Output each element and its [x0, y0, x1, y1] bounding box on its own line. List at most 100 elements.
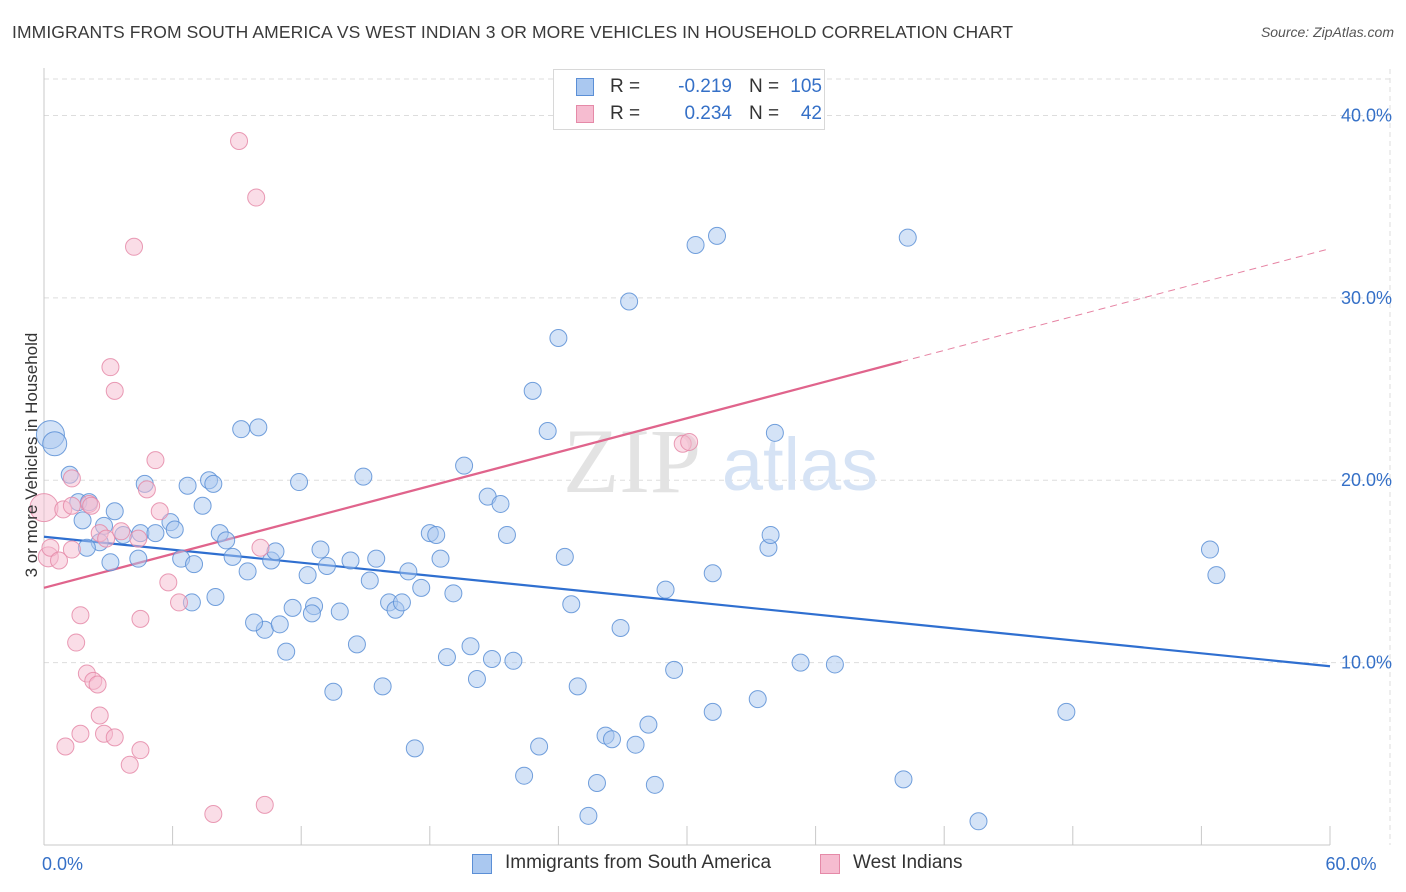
west-indian-point: [159, 573, 178, 592]
south-america-point: [330, 602, 349, 621]
west-indian-point: [131, 741, 150, 760]
south-america-point: [491, 494, 510, 513]
south-america-point: [611, 618, 630, 637]
west-indian-point: [204, 804, 223, 823]
south-america-point: [455, 456, 474, 475]
r-label: R =: [610, 103, 641, 124]
west-indian-point: [97, 529, 116, 548]
west-indian-point: [67, 633, 86, 652]
south-america-point: [530, 737, 549, 756]
source-label: Source: ZipAtlas.com: [1260, 24, 1394, 40]
y-tick-label: 20.0%: [1341, 470, 1392, 490]
south-america-point: [703, 564, 722, 583]
south-america-point: [825, 655, 844, 674]
blue-swatch-icon: [472, 854, 492, 874]
west-indian-point: [230, 132, 249, 151]
south-america-point: [341, 551, 360, 570]
south-america-point: [146, 524, 165, 543]
south-america-point: [555, 547, 574, 566]
west-indian-point: [105, 728, 124, 747]
south-america-point: [354, 467, 373, 486]
gridlines: [44, 69, 1391, 845]
south-america-point: [538, 421, 557, 440]
south-america-point: [549, 328, 568, 347]
legend-label: West Indians: [853, 852, 963, 873]
south-america-point: [165, 520, 184, 539]
n-value: 105: [790, 76, 822, 97]
south-america-point: [277, 642, 296, 661]
south-america-point: [101, 553, 120, 572]
south-america-point: [77, 538, 96, 557]
south-america-point: [791, 653, 810, 672]
south-america-point: [373, 677, 392, 696]
west-indian-point: [90, 706, 109, 725]
south-america-point: [290, 473, 309, 492]
west-indian-point: [125, 237, 144, 256]
west-indian-point: [120, 755, 139, 774]
south-america-point: [311, 540, 330, 559]
watermark-zip: ZIP: [563, 410, 701, 512]
r-value: 0.234: [684, 103, 732, 124]
south-america-point: [587, 773, 606, 792]
south-america-point: [969, 812, 988, 831]
south-america-point: [579, 806, 598, 825]
south-america-point: [347, 635, 366, 654]
south-america-point: [204, 474, 223, 493]
west-indian-point: [129, 529, 148, 548]
south-america-point: [602, 730, 621, 749]
west-indian-point: [247, 188, 266, 207]
south-america-point: [437, 648, 456, 667]
south-america-point: [898, 228, 917, 247]
trend-lines: [43, 248, 1331, 668]
y-tick-label: 10.0%: [1341, 653, 1392, 673]
x-tick-label: 60.0%: [1325, 854, 1376, 874]
west-indian-point: [112, 522, 131, 541]
west-indian-point: [88, 675, 107, 694]
south-america-point: [665, 660, 684, 679]
south-america-point: [73, 511, 92, 530]
south-america-point: [645, 775, 664, 794]
south-america-point: [193, 496, 212, 515]
south-america-point: [686, 235, 705, 254]
south-america-point: [185, 555, 204, 574]
west-indian-point: [251, 538, 270, 557]
south-america-point: [703, 702, 722, 721]
south-america-point: [223, 547, 242, 566]
south-america-point: [568, 677, 587, 696]
south-america-point: [761, 525, 780, 544]
south-america-point: [708, 226, 727, 245]
west-indian-point: [137, 480, 156, 499]
west-indian-point: [150, 502, 169, 521]
south-america-point: [129, 549, 148, 568]
south-america-point: [1207, 566, 1226, 585]
south-america-point: [105, 502, 124, 521]
west-indian-point: [146, 451, 165, 470]
south-america-point: [232, 420, 251, 439]
south-america-point: [367, 549, 386, 568]
south-america-point: [515, 766, 534, 785]
south-america-point: [1200, 540, 1219, 559]
south-america-point: [360, 571, 379, 590]
correlation-legend: R = -0.219 N = 105 R = 0.234 N = 42: [553, 69, 825, 130]
south-america-point: [266, 542, 285, 561]
south-america-point: [283, 598, 302, 617]
west-indian-point: [62, 540, 81, 559]
south-america-point: [427, 525, 446, 544]
south-america-point: [405, 739, 424, 758]
n-label: N =: [749, 76, 780, 97]
south-america-point: [467, 670, 486, 689]
west-indian-point: [71, 606, 90, 625]
south-america-point: [392, 593, 411, 612]
south-america-point: [178, 476, 197, 495]
west-indian-point: [41, 538, 60, 557]
south-america-point: [639, 715, 658, 734]
south-america-point: [324, 682, 343, 701]
west-indian-point: [101, 358, 120, 377]
x-tick-label: 0.0%: [42, 854, 83, 874]
west-indian-point: [131, 609, 150, 628]
south-america-point: [497, 525, 516, 544]
n-label: N =: [749, 103, 780, 124]
y-tick-label: 40.0%: [1341, 105, 1392, 125]
west-indian-point: [62, 469, 81, 488]
south-america-point: [245, 613, 264, 632]
